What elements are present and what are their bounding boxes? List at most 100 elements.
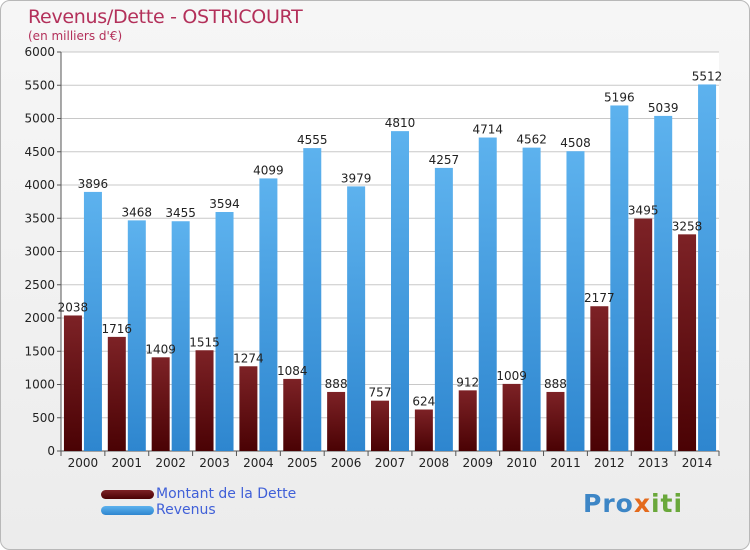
bar-revenus: [127, 220, 146, 451]
legend-label-dette: Montant de la Dette: [156, 486, 297, 502]
bar-dette: [590, 306, 609, 451]
data-label-revenus: 4508: [560, 136, 591, 150]
bar-dette: [371, 400, 389, 451]
data-label-dette: 912: [456, 375, 479, 389]
bar-revenus: [215, 211, 234, 451]
x-tick-label: 2006: [331, 456, 362, 470]
x-tick-label: 2011: [550, 456, 581, 470]
bar-dette: [502, 383, 521, 451]
bar-revenus: [522, 147, 541, 451]
y-tick-label: 5500: [24, 78, 55, 92]
data-label-revenus: 4714: [472, 123, 503, 137]
y-tick-label: 1000: [24, 378, 55, 392]
bar-revenus: [654, 115, 673, 452]
logo-part-x: x: [633, 489, 651, 518]
data-label-revenus: 3979: [341, 171, 372, 185]
bar-revenus: [566, 151, 585, 451]
data-label-dette: 1009: [496, 369, 527, 383]
bar-dette: [107, 336, 126, 451]
bar-dette: [414, 409, 433, 451]
data-label-revenus: 4257: [429, 153, 460, 167]
data-label-dette: 624: [412, 395, 435, 409]
bar-dette: [458, 390, 477, 451]
chart-title: Revenus/Dette - OSTRICOURT: [28, 6, 303, 28]
data-label-dette: 888: [325, 377, 348, 391]
x-tick-label: 2002: [155, 456, 186, 470]
y-tick-label: 4000: [24, 178, 55, 192]
data-label-dette: 1409: [145, 342, 176, 356]
bar-dette: [195, 350, 214, 451]
x-tick-label: 2001: [112, 456, 143, 470]
y-tick-label: 1500: [24, 344, 55, 358]
x-tick-label: 2005: [287, 456, 318, 470]
bar-revenus: [303, 148, 322, 451]
legend-swatch-revenus: [101, 506, 154, 515]
data-label-revenus: 3896: [78, 177, 109, 191]
bar-dette: [678, 234, 697, 451]
bar-revenus: [698, 84, 717, 452]
x-tick-label: 2008: [419, 456, 450, 470]
x-tick-label: 2010: [506, 456, 537, 470]
y-tick-label: 3500: [24, 211, 55, 225]
data-label-revenus: 4810: [385, 116, 416, 130]
data-label-revenus: 4562: [516, 133, 547, 147]
data-label-dette: 3258: [672, 219, 703, 233]
y-tick-label: 6000: [24, 45, 55, 59]
data-label-dette: 1716: [102, 322, 133, 336]
data-label-revenus: 3455: [165, 206, 196, 220]
bar-dette: [151, 357, 170, 451]
data-label-revenus: 5039: [648, 101, 679, 115]
bar-revenus: [434, 167, 453, 452]
data-label-revenus: 4099: [253, 163, 284, 177]
y-tick-label: 2500: [24, 278, 55, 292]
bar-revenus: [610, 105, 629, 451]
y-tick-label: 2000: [24, 311, 55, 325]
x-tick-label: 2009: [462, 456, 493, 470]
bar-dette: [634, 218, 653, 451]
bar-revenus: [391, 131, 409, 451]
data-label-dette: 2038: [58, 300, 89, 314]
x-tick-label: 2003: [199, 456, 230, 470]
bar-dette: [239, 366, 258, 451]
legend-label-revenus: Revenus: [156, 502, 216, 518]
data-label-revenus: 3468: [122, 205, 153, 219]
data-label-dette: 888: [544, 377, 567, 391]
bar-revenus: [171, 221, 190, 451]
data-label-dette: 3495: [628, 204, 659, 218]
bar-dette: [327, 391, 346, 451]
data-label-dette: 1084: [277, 364, 308, 378]
data-label-revenus: 4555: [297, 133, 328, 147]
bar-revenus: [83, 191, 102, 451]
y-tick-label: 500: [32, 411, 55, 425]
x-tick-label: 2012: [594, 456, 625, 470]
x-tick-label: 2013: [638, 456, 669, 470]
data-label-revenus: 3594: [209, 197, 240, 211]
bar-dette: [283, 378, 302, 451]
y-tick-label: 4500: [24, 145, 55, 159]
y-tick-label: 5000: [24, 112, 55, 126]
x-tick-label: 2007: [375, 456, 406, 470]
y-tick-label: 0: [47, 444, 55, 458]
y-tick-label: 3000: [24, 245, 55, 259]
proxiti-logo: Proxiti: [583, 489, 683, 518]
legend-swatch-dette: [101, 490, 154, 499]
x-tick-label: 2004: [243, 456, 274, 470]
data-label-dette: 1515: [189, 335, 220, 349]
data-label-dette: 2177: [584, 291, 615, 305]
x-tick-label: 2000: [68, 456, 99, 470]
data-label-revenus: 5196: [604, 90, 635, 104]
data-label-dette: 757: [369, 386, 392, 400]
x-tick-label: 2014: [682, 456, 713, 470]
data-label-revenus: 5512: [692, 69, 723, 83]
logo-part-iti: iti: [650, 489, 684, 518]
bar-dette: [63, 315, 82, 451]
bar-revenus: [259, 178, 278, 451]
bar-revenus: [347, 186, 366, 452]
logo-part-pro: Pro: [583, 489, 634, 518]
data-label-dette: 1274: [233, 351, 264, 365]
bar-dette: [546, 391, 565, 451]
bar-revenus: [478, 137, 497, 452]
chart-subtitle: (en milliers d'€): [28, 29, 123, 43]
